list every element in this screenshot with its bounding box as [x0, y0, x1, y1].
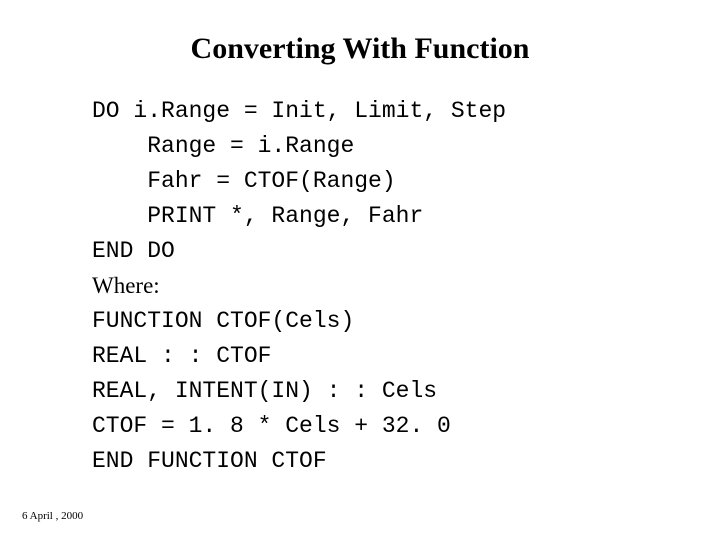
- slide: Converting With Function DO i.Range = In…: [0, 0, 720, 540]
- code-line: FUNCTION CTOF(Cels): [92, 304, 680, 339]
- slide-content: DO i.Range = Init, Limit, Step Range = i…: [0, 94, 720, 478]
- where-label: Where:: [92, 269, 680, 304]
- code-line: REAL : : CTOF: [92, 339, 680, 374]
- code-line: Fahr = CTOF(Range): [92, 164, 680, 199]
- slide-footer-date: 6 April , 2000: [22, 510, 83, 522]
- code-line: END FUNCTION CTOF: [92, 444, 680, 479]
- code-line: CTOF = 1. 8 * Cels + 32. 0: [92, 409, 680, 444]
- code-line: END DO: [92, 234, 680, 269]
- code-line: Range = i.Range: [92, 129, 680, 164]
- code-line: DO i.Range = Init, Limit, Step: [92, 94, 680, 129]
- code-line: PRINT *, Range, Fahr: [92, 199, 680, 234]
- code-line: REAL, INTENT(IN) : : Cels: [92, 374, 680, 409]
- slide-title: Converting With Function: [0, 32, 720, 66]
